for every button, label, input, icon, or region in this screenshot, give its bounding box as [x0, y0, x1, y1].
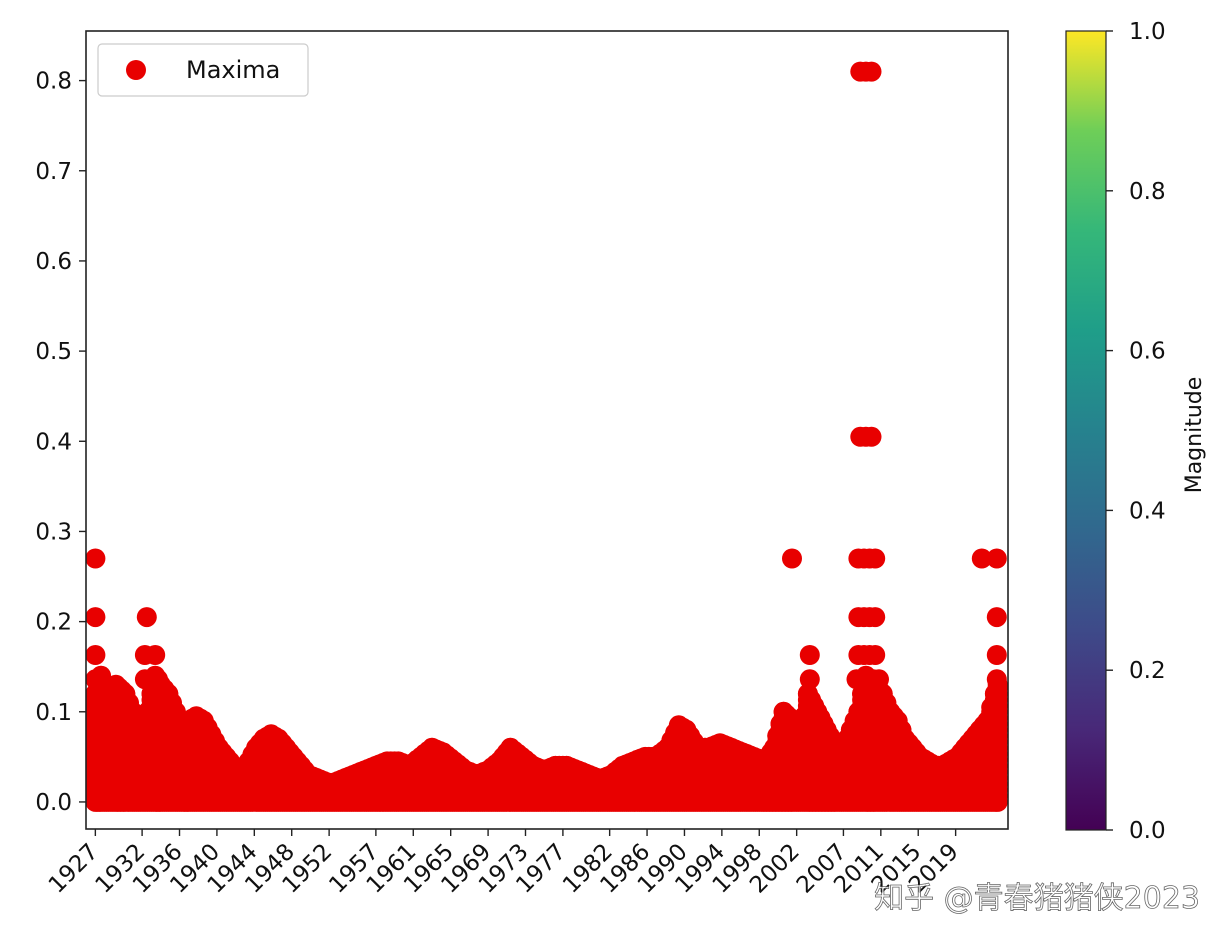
plot-frame — [85, 30, 1009, 830]
legend-frame — [97, 43, 309, 97]
colorbar: 0.0 0.2 0.4 0.6 0.8 1.0 Magnitude — [1065, 19, 1207, 844]
data-point-peak — [861, 61, 882, 82]
y-tick-label: 0.5 — [35, 339, 72, 365]
y-tick-label: 0.7 — [35, 159, 72, 185]
y-tick-label: 0.1 — [35, 700, 72, 726]
y-tick-label: 0.4 — [35, 429, 72, 455]
y-tick-label: 0.3 — [35, 519, 72, 545]
series-maxima — [86, 61, 1008, 812]
plot-area — [85, 30, 1009, 830]
data-point-peak — [865, 548, 886, 569]
data-point-peak — [86, 548, 106, 569]
data-point-peak — [799, 645, 820, 665]
legend-label-maxima: Maxima — [186, 56, 280, 84]
x-axis: 1927193219361940194419481952195719611965… — [44, 829, 964, 899]
data-point-peak — [799, 669, 820, 690]
colorbar-ticks: 0.0 0.2 0.4 0.6 0.8 1.0 — [1106, 19, 1166, 844]
data-point-peak — [986, 645, 1007, 665]
data-point-peak — [861, 426, 882, 447]
y-tick-label: 0.6 — [35, 249, 72, 275]
data-point-peak — [986, 607, 1007, 628]
watermark-text: 知乎 @青春猪猪侠2023 — [874, 881, 1200, 916]
data-point-peak — [971, 548, 992, 569]
colorbar-gradient — [1065, 30, 1107, 831]
data-point-peak — [86, 669, 106, 690]
data-point-peak — [865, 645, 886, 665]
colorbar-tick-label: 0.6 — [1129, 339, 1166, 365]
data-point-peak — [865, 607, 886, 628]
data-point-peak — [986, 548, 1007, 569]
data-point-peak — [782, 548, 802, 569]
colorbar-tick-label: 0.8 — [1129, 179, 1166, 205]
data-point-peak — [869, 669, 889, 690]
data-point-peak — [986, 669, 1007, 690]
y-axis: 0.0 0.1 0.2 0.3 0.4 0.5 0.6 0.7 0.8 — [35, 69, 86, 816]
colorbar-tick-label: 0.2 — [1129, 658, 1166, 684]
y-tick-label: 0.2 — [35, 610, 72, 636]
x-tick-label: 1927 — [44, 839, 104, 899]
data-point-peak — [136, 607, 157, 628]
y-tick-label: 0.0 — [35, 790, 72, 816]
colorbar-tick-label: 0.4 — [1129, 498, 1166, 524]
colorbar-tick-label: 0.0 — [1129, 818, 1166, 844]
data-point-peak — [145, 645, 166, 665]
legend: Maxima — [97, 43, 309, 97]
data-point-peak — [148, 669, 168, 690]
data-point-peak — [86, 645, 106, 665]
data-point-peak — [86, 607, 106, 628]
colorbar-label: Magnitude — [1182, 377, 1207, 494]
y-tick-label: 0.8 — [35, 69, 72, 95]
colorbar-tick-label: 1.0 — [1129, 19, 1166, 45]
legend-marker-maxima — [126, 60, 146, 80]
